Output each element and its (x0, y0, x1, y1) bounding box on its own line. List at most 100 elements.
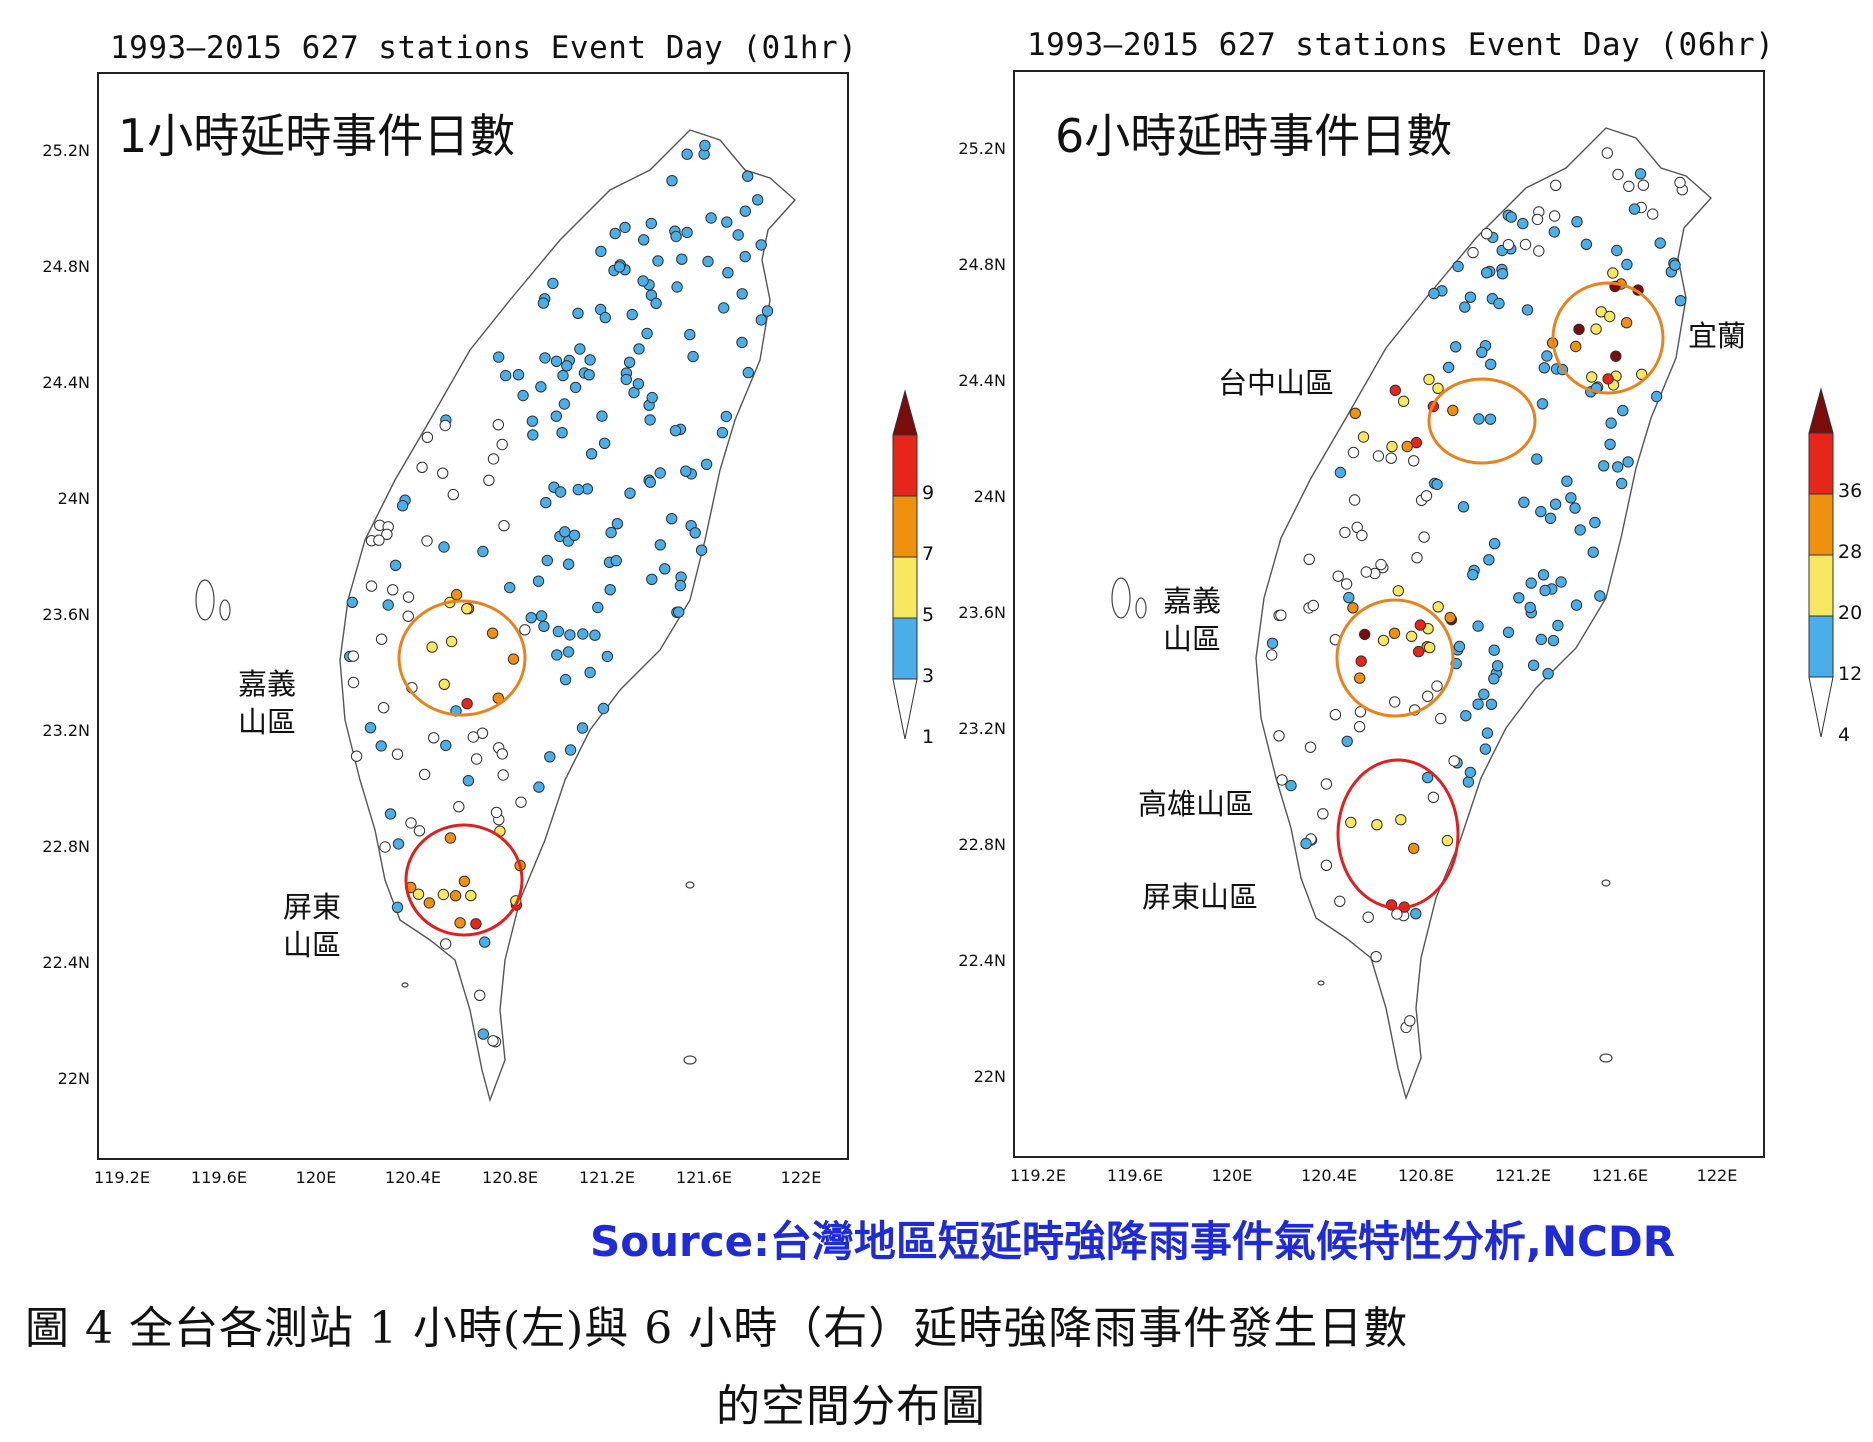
station-marker-right (1427, 791, 1440, 803)
station-marker-right (1548, 210, 1561, 222)
colorbar-tick-left: 3 (922, 665, 935, 687)
station-marker-left (496, 438, 508, 451)
station-marker-left (486, 627, 499, 639)
lat-tick: 24.4N (42, 373, 90, 392)
lon-tick: 120E (295, 1168, 337, 1187)
station-marker-right (1535, 505, 1547, 518)
station-marker-right (1372, 450, 1385, 462)
colorbar-segment (892, 556, 918, 619)
station-marker-left (544, 751, 556, 763)
station-marker-right (1276, 774, 1288, 786)
station-marker-right (1460, 710, 1472, 722)
station-marker-left (532, 575, 545, 587)
station-marker-right (1412, 645, 1425, 658)
highlight-circle-left (397, 599, 527, 717)
station-marker-left (470, 753, 483, 765)
station-marker-right (1531, 453, 1543, 465)
station-marker-left (526, 415, 539, 427)
station-marker-right (1587, 546, 1599, 558)
station-marker-left (721, 216, 733, 228)
station-marker-right (1447, 404, 1459, 417)
station-marker-left (638, 234, 650, 246)
lat-tick: 23.6N (958, 603, 1006, 622)
station-marker-right (1521, 304, 1534, 316)
station-marker-right (1496, 268, 1509, 280)
station-marker-left (533, 781, 545, 793)
colorbar-segment (892, 434, 918, 497)
station-marker-left (551, 649, 563, 661)
station-marker-right (1353, 721, 1366, 733)
station-marker-right (1650, 390, 1663, 403)
station-marker-right (1634, 168, 1647, 180)
station-marker-left (381, 528, 393, 540)
station-marker-right (1375, 558, 1387, 571)
station-marker-left (705, 212, 717, 224)
station-marker-right (1612, 168, 1624, 181)
station-marker-right (1357, 431, 1370, 443)
colorbar-tick-left: 7 (922, 543, 935, 565)
station-marker-right (1266, 649, 1278, 661)
station-marker-right (1408, 842, 1420, 855)
region-label-kaohsiung: 高雄山區 (1138, 787, 1255, 821)
station-marker-right (1518, 496, 1530, 508)
station-marker-left (539, 352, 551, 364)
station-marker-left (589, 629, 601, 641)
colorbar-tick-right: 20 (1838, 602, 1863, 624)
station-marker-left (527, 429, 539, 441)
island-left (683, 1055, 697, 1065)
station-marker-right (1285, 779, 1297, 792)
station-marker-left (732, 229, 744, 241)
station-marker-right (1422, 690, 1434, 702)
station-marker-right (1610, 350, 1622, 362)
station-marker-right (1493, 297, 1505, 310)
station-marker-left (604, 584, 616, 596)
station-marker-right (1570, 599, 1583, 611)
station-marker-left (718, 302, 730, 314)
station-marker-left (554, 486, 567, 498)
station-marker-left (515, 796, 527, 808)
station-marker-left (624, 487, 636, 499)
station-marker-right (1343, 591, 1355, 604)
station-marker-right (1484, 413, 1497, 425)
station-marker-right (1674, 176, 1686, 189)
station-marker-left (610, 555, 622, 567)
station-marker-right (1300, 837, 1312, 850)
station-marker-right (1654, 237, 1666, 249)
station-marker-left (644, 476, 656, 488)
station-marker-right (1544, 512, 1557, 524)
station-marker-left (720, 410, 732, 423)
colorbar-arrow-top (1808, 387, 1834, 434)
station-marker-right (1428, 287, 1440, 300)
station-marker-right (1481, 727, 1494, 739)
station-marker-right (1472, 698, 1484, 710)
station-marker-left (569, 381, 582, 394)
station-marker-right (1491, 660, 1504, 672)
station-marker-right (1304, 741, 1317, 753)
station-marker-left (637, 275, 649, 287)
station-marker-right (1605, 417, 1617, 429)
station-marker-left (467, 731, 479, 743)
station-marker-right (1303, 553, 1315, 565)
station-marker-left (493, 351, 505, 363)
station-marker-right (1536, 398, 1549, 410)
station-marker-left (595, 245, 607, 258)
station-marker-left (584, 354, 596, 366)
station-marker-right (1607, 267, 1619, 279)
station-marker-right (1604, 438, 1616, 450)
lat-tick: 23.6N (42, 605, 90, 624)
lon-tick: 119.6E (191, 1168, 247, 1187)
station-marker-right (1385, 452, 1397, 464)
station-marker-right (1459, 301, 1471, 313)
station-marker-left (755, 239, 767, 251)
station-marker-left (453, 801, 465, 813)
station-marker-right (1307, 599, 1320, 612)
figure-caption-line2: 的空間分布圖 (716, 1381, 986, 1432)
station-marker-left (477, 1028, 489, 1040)
station-marker-right (1628, 203, 1641, 215)
station-marker-right (1371, 819, 1383, 831)
station-marker-right (1594, 590, 1606, 602)
station-marker-left (684, 328, 696, 341)
lat-tick: 22.4N (958, 951, 1006, 970)
island-right (1135, 597, 1147, 619)
station-marker-left (470, 918, 482, 930)
